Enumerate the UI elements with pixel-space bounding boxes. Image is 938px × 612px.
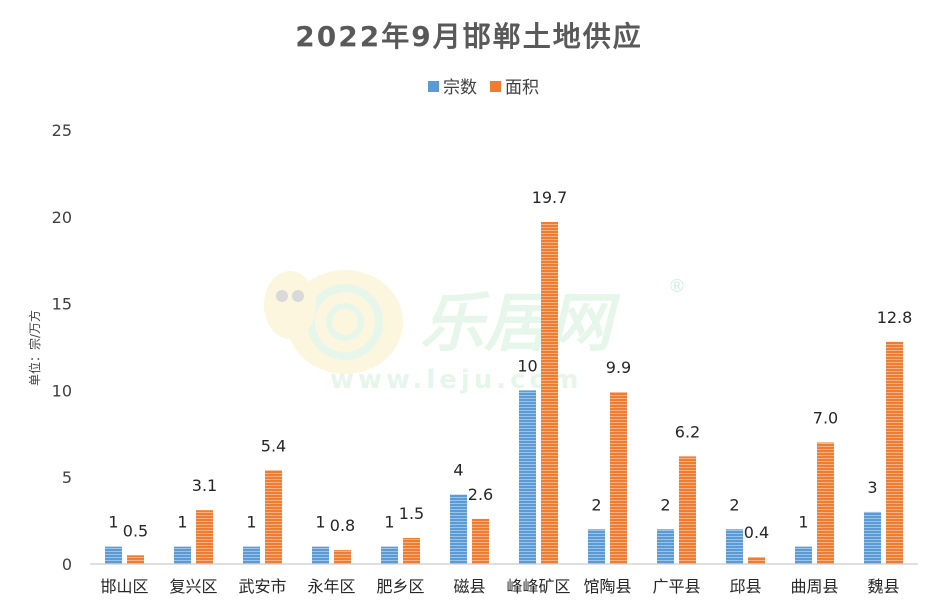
category-label: 峰峰矿区 — [506, 577, 570, 596]
data-label-area: 19.7 — [532, 188, 568, 207]
category-label: 邱县 — [729, 577, 761, 596]
bar-area — [334, 550, 351, 564]
bar-area — [610, 392, 627, 564]
category-label: 磁县 — [453, 577, 485, 596]
category-labels: 邯山区 复兴区 武安市 永年区 肥乡区 磁县 峰峰矿区 馆陶县 广平县 邱县 曲周县 魏县 — [100, 577, 899, 596]
bar-count — [519, 390, 536, 564]
watermark-logo: 乐居网 www.leju.com ® — [264, 270, 686, 395]
data-label-area: 1.5 — [399, 504, 424, 523]
y-axis-ticks: 0 5 10 15 20 25 — [52, 121, 72, 574]
data-label-area: 2.6 — [468, 485, 493, 504]
bar-area — [403, 537, 420, 564]
bar-area — [748, 557, 765, 564]
bar-count — [174, 546, 191, 564]
data-label-area: 7.0 — [813, 408, 838, 427]
legend-swatch-count — [428, 81, 439, 92]
category-label: 魏县 — [867, 577, 899, 596]
data-label-area: 6.2 — [675, 422, 700, 441]
data-label-area: 0.8 — [330, 516, 355, 535]
data-label-area: 0.5 — [123, 521, 148, 540]
bar-area — [541, 222, 558, 564]
watermark-url: www.leju.com — [330, 365, 582, 395]
category-label: 广平县 — [652, 577, 700, 596]
data-label-area: 3.1 — [192, 476, 217, 495]
data-label-count: 10 — [517, 356, 537, 375]
category-label: 肥乡区 — [376, 577, 424, 596]
bar-count — [588, 529, 605, 564]
category-label: 馆陶县 — [583, 577, 631, 596]
data-label-count: 1 — [246, 513, 256, 532]
data-labels: 1 0.5 13.115.41 0.8 1 1.542.61019.729.926.220… — [108, 188, 912, 542]
bar-count — [657, 529, 674, 564]
y-tick-label: 25 — [52, 121, 72, 140]
bar-count — [795, 546, 812, 564]
bar-count — [381, 546, 398, 564]
legend-swatch-area — [490, 81, 501, 92]
bar-count — [726, 529, 743, 564]
snail-icon — [264, 270, 403, 374]
data-label-count: 3 — [867, 478, 877, 497]
bar-count — [450, 494, 467, 564]
y-tick-label: 20 — [52, 208, 72, 227]
data-label-count: 1 — [798, 513, 808, 532]
legend-label-count: 宗数 — [443, 78, 477, 98]
data-label-count: 2 — [729, 495, 739, 514]
bar-area — [127, 555, 144, 564]
legend-label-area: 面积 — [505, 78, 539, 98]
bar-area — [886, 341, 903, 564]
bar-count — [243, 546, 260, 564]
y-tick-label: 10 — [52, 381, 72, 400]
category-label: 武安市 — [238, 577, 286, 596]
bar-count — [105, 546, 122, 564]
data-label-count: 1 — [315, 513, 325, 532]
data-label-area: 5.4 — [261, 436, 286, 455]
y-tick-label: 5 — [62, 468, 72, 487]
data-label-area: 12.8 — [877, 308, 913, 327]
data-label-area: 0.4 — [744, 523, 769, 542]
bar-count — [312, 546, 329, 564]
data-label-count: 1 — [177, 513, 187, 532]
data-label-count: 2 — [591, 495, 601, 514]
data-label-area: 9.9 — [606, 358, 631, 377]
bar-count — [864, 511, 881, 564]
category-label: 曲周县 — [790, 577, 838, 596]
data-label-count: 1 — [384, 513, 394, 532]
y-tick-label: 15 — [52, 295, 72, 314]
y-tick-label: 0 — [62, 555, 72, 574]
category-label: 复兴区 — [169, 577, 217, 596]
bar-area — [265, 470, 282, 564]
data-label-count: 4 — [453, 461, 463, 480]
y-axis-label: 单位：宗/万方 — [27, 310, 42, 386]
bar-area — [472, 518, 489, 564]
watermark-registered: ® — [668, 276, 686, 297]
data-label-count: 2 — [660, 495, 670, 514]
bar-area — [817, 442, 834, 564]
bar-area — [679, 456, 696, 564]
chart-title: 2022年9月邯郸土地供应 — [295, 20, 642, 53]
watermark-brand: 乐居网 — [420, 287, 621, 361]
bars — [105, 222, 903, 564]
category-label: 永年区 — [307, 577, 355, 596]
category-label: 邯山区 — [100, 577, 148, 596]
data-label-count: 1 — [108, 513, 118, 532]
bar-area — [196, 510, 213, 564]
legend: 宗数 面积 — [428, 78, 539, 98]
